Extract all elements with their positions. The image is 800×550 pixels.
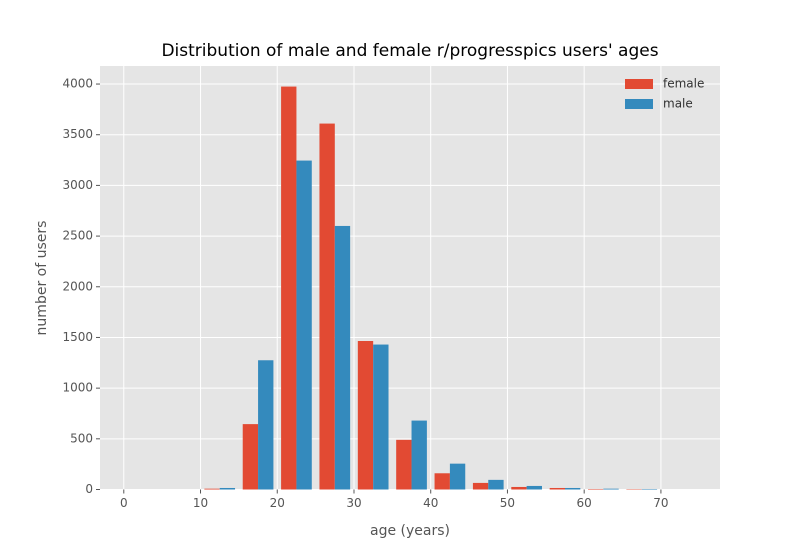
bar [641,488,658,490]
bar [296,160,312,490]
plot-background [100,66,720,490]
bar [319,123,335,490]
y-tick-label: 1500 [62,330,93,344]
legend-swatch [625,99,653,109]
bar [588,488,604,490]
y-tick-label: 4000 [62,77,93,91]
y-axis-label: number of users [34,221,50,336]
bar [603,488,619,490]
x-tick-label: 10 [193,496,208,510]
bar [488,479,504,490]
bar [434,473,450,490]
bar [449,463,466,490]
y-tick-label: 500 [70,431,93,445]
bar [396,439,412,490]
legend-label: female [663,77,704,91]
y-tick-label: 2000 [62,279,93,293]
bar [357,341,374,490]
bar [334,225,351,490]
y-tick-label: 3000 [62,178,93,192]
x-axis-label: age (years) [370,523,450,539]
x-tick-label: 50 [500,496,515,510]
legend-swatch [625,79,653,89]
bar [281,86,297,490]
bar [258,360,274,490]
bar [526,485,542,490]
bar [472,482,489,490]
x-tick-label: 40 [423,496,438,510]
bar [373,344,389,490]
y-tick-label: 0 [85,482,93,496]
bar [511,486,527,490]
x-tick-label: 0 [120,496,128,510]
x-tick-label: 60 [577,496,592,510]
bar [549,487,565,490]
x-tick-label: 70 [653,496,668,510]
bar [565,487,581,490]
bar [204,488,220,490]
y-tick-label: 2500 [62,229,93,243]
bar [219,487,236,490]
bar [411,420,427,490]
chart-title: Distribution of male and female r/progre… [161,41,658,61]
y-tick-label: 3500 [62,127,93,141]
x-tick-label: 30 [346,496,361,510]
y-tick-label: 1000 [62,381,93,395]
bar [242,424,259,490]
x-tick-label: 20 [270,496,285,510]
legend-label: male [663,97,693,111]
